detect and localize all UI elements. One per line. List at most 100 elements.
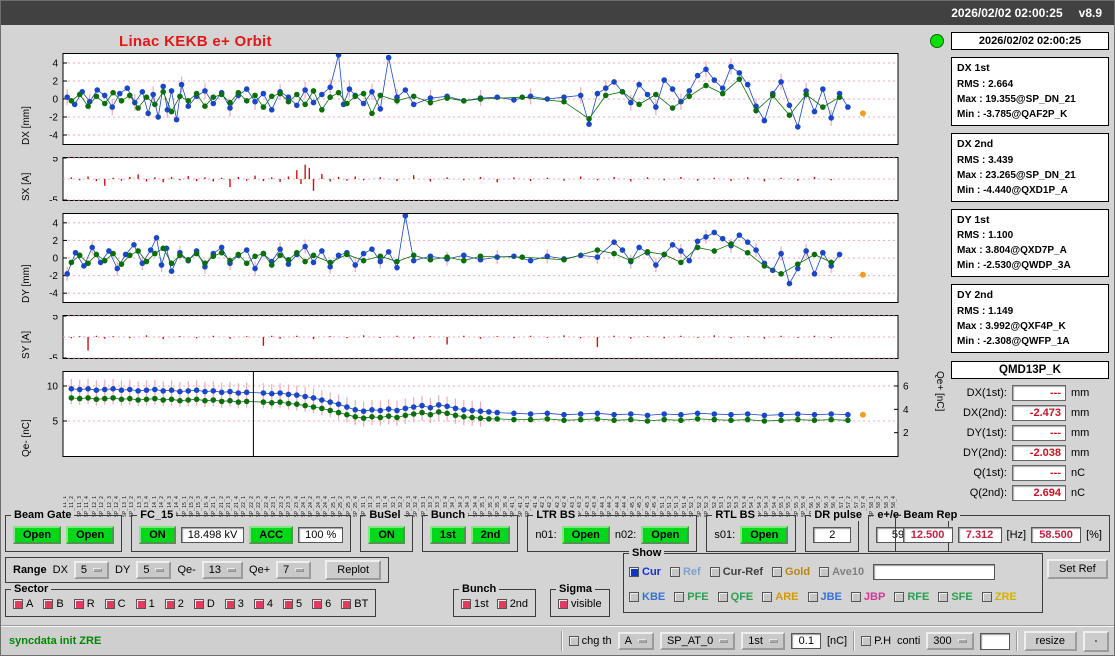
show-checkbox-ave10[interactable]: Ave10 — [819, 566, 864, 578]
overlay-checkbox-sfe[interactable]: SFE — [938, 591, 973, 603]
bpm-label: SP_55_3 — [793, 495, 800, 517]
sector-checkbox-r[interactable]: R — [73, 598, 95, 610]
sector-item-label: BT — [354, 598, 369, 610]
titlebar-datetime: 2026/02/02 02:00:25 — [951, 6, 1063, 20]
overlay-checkbox-rfe[interactable]: RFE — [894, 591, 929, 603]
ltr-n01-open-button[interactable]: Open — [561, 526, 610, 544]
checkbox-box — [629, 566, 639, 577]
rtl-bs-label: RTL BS — [712, 509, 758, 521]
sector-items: A B R C 1 2 D 3 4 5 6 BT — [13, 598, 368, 610]
checkbox-box — [861, 636, 872, 646]
monitor-a-select[interactable]: A — [617, 632, 654, 650]
svg-text:5: 5 — [52, 157, 58, 165]
busel-on-button[interactable]: ON — [368, 526, 405, 544]
range-qep-select[interactable]: 7 — [276, 561, 312, 579]
show-checkbox-ref[interactable]: Ref — [669, 566, 701, 578]
bpm-label: SP_45_3 — [644, 495, 651, 517]
bpm-label: SP_44_3 — [614, 495, 621, 517]
bunch-1st-button[interactable]: 1st — [429, 526, 466, 544]
checkbox-box — [253, 599, 264, 609]
ref-file-input[interactable] — [873, 563, 996, 580]
stat-title: DX 1st — [957, 62, 990, 74]
beam-rep-value-2: 7.312 — [957, 527, 1002, 543]
monitor-row: DY(2nd): -2.038 mm — [951, 445, 1109, 461]
replot-button[interactable]: Replot — [325, 560, 382, 580]
fc15-on-button[interactable]: ON — [139, 526, 176, 544]
separator — [1015, 631, 1018, 651]
bpm-label: SP_51_3 — [674, 495, 681, 517]
overlay-checkbox-qfe[interactable]: QFE — [717, 591, 753, 603]
conti-toggle[interactable]: conti — [897, 635, 921, 647]
bunch-select[interactable]: 1st — [741, 632, 785, 650]
bunch-1st-checkbox[interactable]: 1st — [461, 598, 489, 610]
overlay-checkbox-pfe[interactable]: PFE — [674, 591, 709, 603]
show-checkbox-gold[interactable]: Gold — [772, 566, 810, 578]
bpm-label: SP_21_2 — [218, 495, 225, 517]
sector-item-label: A — [26, 598, 34, 610]
sector-checkbox-d[interactable]: D — [193, 598, 215, 610]
count-field[interactable] — [979, 632, 1010, 650]
ltr-n02-open-button[interactable]: Open — [641, 526, 690, 544]
overlay-checkbox-jbe[interactable]: JBE — [807, 591, 842, 603]
sector-checkbox-2[interactable]: 2 — [164, 598, 184, 610]
svg-text:10: 10 — [47, 382, 59, 393]
show-group: Show Cur Ref Cur-Ref Gold Ave10 KBE PFE QFE ARE… — [623, 547, 1043, 613]
svg-text:2: 2 — [52, 236, 58, 247]
page-title: Linac KEKB e+ Orbit — [119, 33, 272, 50]
rtl-s01-open-button[interactable]: Open — [740, 526, 789, 544]
bpm-label: SP_23_2 — [278, 495, 285, 517]
beam-gate-open-2-button[interactable]: Open — [66, 526, 115, 544]
range-group: Range DX 5 DY 5 Qe- 13 Qe+ 7 Replot — [5, 557, 390, 583]
dr-pulse-value: 2 — [813, 527, 852, 543]
fc15-acc-button[interactable]: ACC — [249, 526, 294, 544]
chg-th-checkbox[interactable]: chg th — [568, 635, 612, 647]
sector-checkbox-bt[interactable]: BT — [341, 598, 368, 610]
axis-label-dy: DY [mm] — [21, 264, 32, 303]
monitor-title[interactable]: QMD13P_K — [951, 361, 1109, 379]
bpm-label: SP_52_1 — [689, 495, 696, 517]
beam-gate-open-1-button[interactable]: Open — [13, 526, 62, 544]
range-dy-select[interactable]: 5 — [136, 561, 172, 579]
show-checkbox-cur[interactable]: Cur — [629, 566, 661, 578]
bunch-2nd-button[interactable]: 2nd — [470, 526, 511, 544]
ph-checkbox[interactable]: P.H — [861, 635, 891, 647]
range-label: Range — [13, 564, 47, 576]
bpm-select[interactable]: SP_AT_0 — [659, 632, 736, 650]
option-menu-bar-icon — [768, 639, 778, 643]
sigma-visible-checkbox[interactable]: visible — [558, 598, 602, 610]
axis-label-sx: SX [A] — [21, 172, 32, 201]
monitor-row-label: Q(2nd): — [969, 487, 1007, 499]
overlay-checkbox-jbp[interactable]: JBP — [850, 591, 885, 603]
overlay-checkbox-zre[interactable]: ZRE — [981, 591, 1017, 603]
checkbox-box — [283, 599, 294, 609]
monitor-rows: DX(1st): --- mm DX(2nd): -2.473 mm DY(1st): ---… — [951, 385, 1109, 501]
bpm-label: SP_55_1 — [779, 495, 785, 517]
sector-checkbox-a[interactable]: A — [13, 598, 33, 610]
snapshot-button[interactable] — [1083, 630, 1109, 652]
overlay-label: ARE — [775, 590, 799, 603]
range-qem-select[interactable]: 13 — [201, 561, 244, 579]
bpm-label: SP_44_2 — [607, 495, 614, 517]
sector-item-label: 5 — [296, 598, 303, 610]
sector-checkbox-5[interactable]: 5 — [283, 598, 302, 610]
bunch-2nd-checkbox[interactable]: 2nd — [496, 598, 528, 610]
show-checkbox-cur-ref[interactable]: Cur-Ref — [709, 566, 763, 578]
interval-select[interactable]: 300 — [926, 632, 974, 650]
set-ref-button[interactable]: Set Ref — [1047, 559, 1108, 579]
overlay-checkbox-are[interactable]: ARE — [762, 590, 799, 603]
bpm-label: SP_52_2 — [696, 495, 703, 517]
overlay-checkbox-kbe[interactable]: KBE — [629, 591, 665, 603]
sector-checkbox-1[interactable]: 1 — [135, 598, 155, 610]
sector-checkbox-3[interactable]: 3 — [224, 598, 244, 610]
stat-min: Min : -3.785@QAF2P_K — [957, 108, 1068, 120]
threshold-field[interactable]: 0.1 — [790, 633, 821, 649]
range-dx-select[interactable]: 5 — [73, 561, 110, 579]
sector-checkbox-6[interactable]: 6 — [312, 598, 331, 610]
resize-button[interactable]: resize — [1023, 631, 1077, 651]
sector-checkbox-b[interactable]: B — [43, 598, 64, 610]
bpm-label: SP_11_3 — [76, 495, 83, 517]
checkbox-box — [674, 591, 685, 602]
monitor-row: DX(1st): --- mm — [951, 385, 1109, 401]
sector-checkbox-4[interactable]: 4 — [253, 598, 273, 610]
sector-checkbox-c[interactable]: C — [104, 598, 126, 610]
